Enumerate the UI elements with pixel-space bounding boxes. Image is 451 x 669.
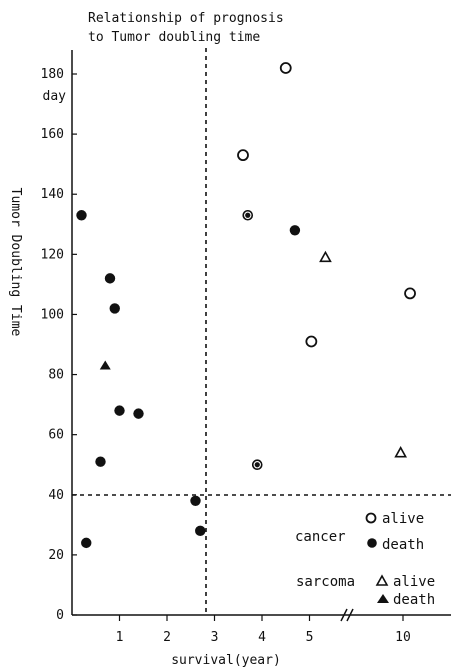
cancer-partial-point bbox=[242, 209, 254, 221]
y-tick-label: 180 bbox=[41, 67, 64, 82]
cancer-alive-point bbox=[279, 62, 292, 74]
y-tick-label: 20 bbox=[48, 548, 64, 563]
y-unit-label: day bbox=[43, 89, 67, 104]
y-tick-label: 60 bbox=[48, 428, 64, 443]
y-axis-label: Tumor Doubling Time bbox=[8, 188, 23, 337]
legend: cancer alive death sarcoma alive death bbox=[295, 511, 435, 608]
legend-sarcoma-death-marker bbox=[377, 594, 389, 603]
x-tick-label: 1 bbox=[116, 630, 124, 645]
legend-sarcoma-alive-marker bbox=[375, 574, 389, 586]
chart-title-line-1: Relationship of prognosis bbox=[88, 11, 284, 26]
cancer-alive-point bbox=[305, 335, 318, 348]
x-tick-label: 3 bbox=[211, 630, 219, 645]
cancer-alive-point bbox=[404, 287, 416, 300]
x-axis-break-mark-1 bbox=[340, 608, 348, 622]
legend-cancer-alive-marker bbox=[365, 512, 377, 524]
cancer-death-point bbox=[76, 210, 87, 221]
y-tick-label: 140 bbox=[41, 187, 64, 202]
cancer-death-point bbox=[195, 525, 206, 537]
x-tick-label: 2 bbox=[163, 630, 171, 645]
sarcoma-alive-point bbox=[394, 446, 408, 458]
x-tick-label: 5 bbox=[306, 630, 314, 645]
partial-core bbox=[254, 462, 260, 468]
legend-sarcoma-death-label: death bbox=[393, 592, 435, 608]
y-tick-label: 160 bbox=[41, 127, 64, 142]
x-tick-label: 4 bbox=[258, 630, 266, 645]
y-tick-label: 80 bbox=[48, 368, 64, 383]
cancer-death-point bbox=[289, 225, 301, 236]
partial-core bbox=[245, 212, 251, 218]
y-tick-label: 100 bbox=[41, 307, 64, 322]
y-tick-label: 40 bbox=[48, 488, 64, 503]
cancer-death-point bbox=[190, 495, 201, 506]
y-tick-label: 0 bbox=[56, 608, 64, 623]
cancer-death-point bbox=[104, 273, 116, 284]
cancer-death-point bbox=[109, 303, 120, 314]
legend-cancer-death-marker bbox=[367, 538, 377, 548]
x-axis-label: survival(year) bbox=[171, 653, 281, 668]
data-points bbox=[76, 62, 416, 549]
legend-sarcoma-alive-label: alive bbox=[393, 574, 435, 590]
x-tick-group: 1 2 3 4 5 10 bbox=[116, 615, 411, 645]
cancer-death-point bbox=[81, 537, 92, 549]
cancer-alive-point bbox=[237, 149, 249, 162]
y-tick-group: 0 20 40 60 80 100 120 140 160 180 bbox=[41, 67, 77, 623]
legend-sarcoma-label: sarcoma bbox=[296, 574, 355, 590]
x-tick-label: 10 bbox=[395, 630, 411, 645]
cancer-death-point bbox=[114, 405, 125, 416]
y-tick-label: 120 bbox=[41, 247, 64, 262]
cancer-death-point bbox=[133, 408, 144, 419]
cancer-death-point bbox=[95, 456, 106, 467]
sarcoma-death-point bbox=[99, 360, 111, 370]
legend-cancer-death-label: death bbox=[382, 537, 424, 553]
sarcoma-alive-point bbox=[319, 250, 332, 263]
chart-title-line-2: to Tumor doubling time bbox=[88, 30, 260, 45]
x-axis-break-mark-2 bbox=[346, 608, 354, 622]
legend-cancer-alive-label: alive bbox=[382, 511, 424, 527]
cancer-partial-point bbox=[251, 459, 263, 471]
legend-cancer-label: cancer bbox=[295, 529, 346, 545]
